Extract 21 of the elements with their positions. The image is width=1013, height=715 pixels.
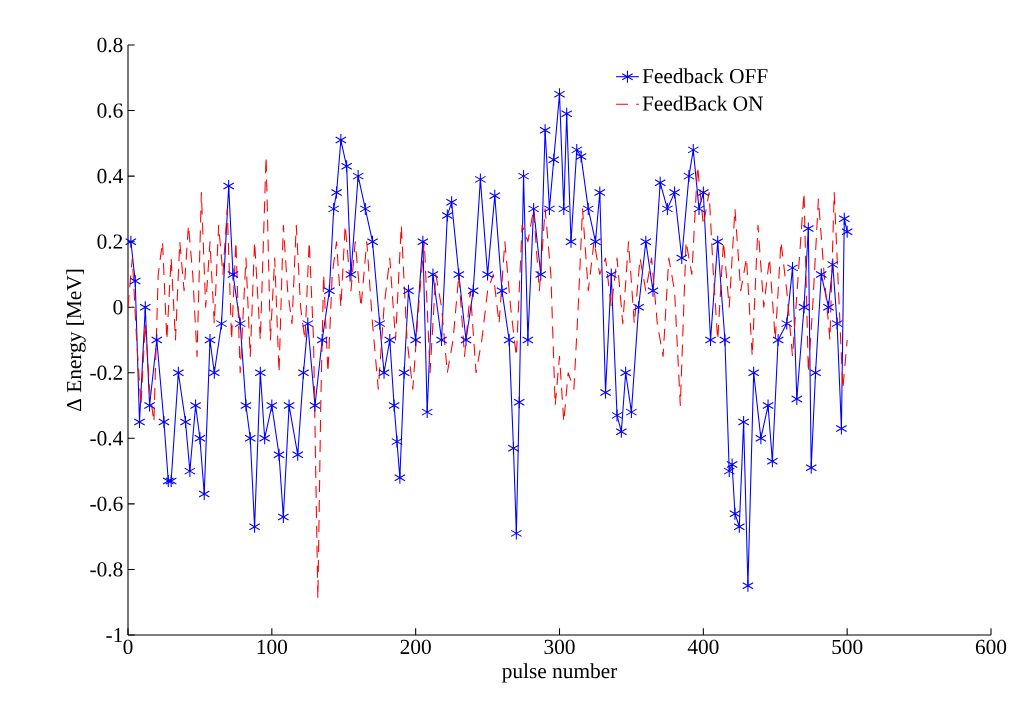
y-tick-label: -0.6	[90, 496, 123, 512]
y-tick-label: 0.8	[97, 37, 123, 53]
y-tick-label: 0	[113, 300, 123, 315]
y-tick-label: -0.2	[90, 365, 123, 381]
x-tick-label: 400	[687, 639, 719, 655]
x-axis-title: pulse number	[502, 663, 618, 683]
y-tick-label: -1	[106, 627, 123, 643]
y-tick-label: 0.2	[97, 234, 123, 249]
legend-label: Feedback OFF	[642, 68, 768, 84]
y-axis-title: Δ Energy [MeV]	[66, 269, 86, 412]
y-tick-label: 0.4	[97, 168, 123, 184]
y-tick-label: 0.6	[97, 103, 123, 118]
x-tick-label: 600	[975, 639, 1007, 655]
y-tick-label: -0.8	[90, 562, 123, 577]
y-tick-label: -0.4	[90, 431, 123, 446]
x-tick-label: 0	[123, 639, 133, 655]
legend-label: FeedBack ON	[642, 95, 763, 111]
x-tick-label: 500	[832, 639, 863, 655]
x-tick-label: 100	[257, 639, 288, 655]
x-tick-label: 200	[400, 639, 431, 655]
x-tick-label: 300	[544, 639, 575, 655]
